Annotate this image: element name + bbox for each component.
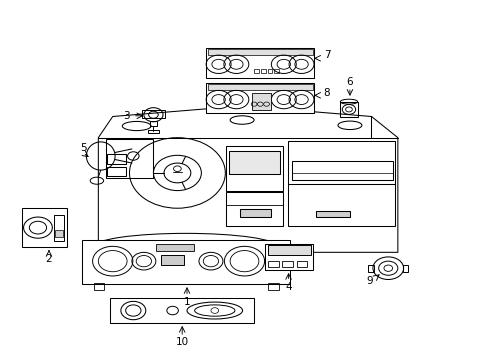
Bar <box>93 283 104 291</box>
Bar <box>267 68 272 73</box>
Text: 9: 9 <box>366 276 373 286</box>
Bar <box>228 151 280 174</box>
Bar <box>107 154 126 164</box>
Bar <box>316 211 349 217</box>
Bar <box>156 244 194 251</box>
Bar <box>367 265 373 272</box>
Bar <box>402 265 407 272</box>
Bar <box>292 161 392 180</box>
Bar <box>267 246 310 255</box>
Bar <box>254 68 258 73</box>
Bar <box>296 261 306 267</box>
Bar <box>81 240 289 284</box>
Bar <box>287 141 395 226</box>
Bar <box>340 102 357 117</box>
Text: 1: 1 <box>183 297 190 307</box>
Bar <box>207 84 312 90</box>
Bar <box>282 261 292 267</box>
Bar <box>264 243 312 270</box>
Bar <box>239 209 270 217</box>
Text: 8: 8 <box>323 87 329 98</box>
Bar <box>206 83 313 113</box>
Bar <box>107 167 126 176</box>
Text: 6: 6 <box>346 77 352 87</box>
Bar <box>110 298 254 323</box>
Bar <box>206 48 313 78</box>
Text: 3: 3 <box>123 111 130 121</box>
Bar <box>268 283 279 291</box>
Bar <box>142 111 164 118</box>
Bar <box>105 139 153 178</box>
Bar <box>54 215 64 241</box>
Bar <box>207 49 312 55</box>
Bar <box>147 130 159 133</box>
Bar <box>160 255 183 265</box>
Bar <box>226 147 282 190</box>
Bar <box>149 121 157 126</box>
Bar <box>226 192 282 226</box>
Bar <box>55 230 63 237</box>
Text: 4: 4 <box>285 282 291 292</box>
Text: 5: 5 <box>80 143 86 153</box>
Polygon shape <box>98 106 397 252</box>
Text: 2: 2 <box>45 255 52 264</box>
Text: 10: 10 <box>175 337 188 347</box>
Bar <box>251 93 270 110</box>
Bar <box>274 68 279 73</box>
Bar <box>267 261 278 267</box>
Text: 7: 7 <box>323 50 329 60</box>
Bar <box>21 208 67 247</box>
Bar <box>260 68 265 73</box>
